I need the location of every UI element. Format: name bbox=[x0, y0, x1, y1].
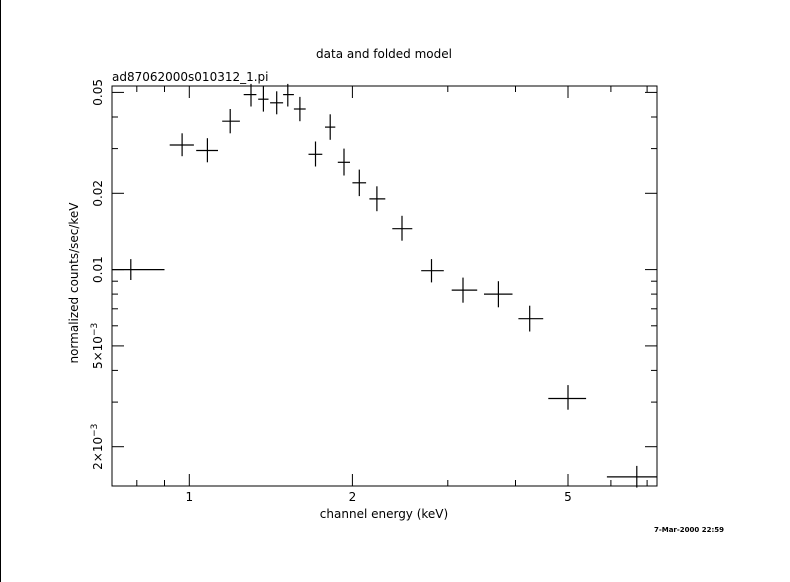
data-point bbox=[222, 109, 240, 134]
data-point bbox=[421, 259, 444, 283]
y-tick-label: 0.01 bbox=[91, 256, 105, 283]
data-point bbox=[352, 169, 367, 197]
data-point bbox=[369, 186, 386, 212]
data-point bbox=[308, 141, 323, 167]
chart-title: data and folded model bbox=[316, 47, 452, 61]
y-tick-label: 0.05 bbox=[91, 79, 105, 106]
y-axis-label: normalized counts/sec/keV bbox=[67, 202, 81, 364]
x-tick-label: 5 bbox=[564, 490, 572, 504]
data-point bbox=[112, 259, 165, 280]
page-left-border bbox=[0, 0, 1, 582]
x-tick-label: 2 bbox=[349, 490, 357, 504]
data-point bbox=[293, 96, 306, 122]
data-point bbox=[451, 277, 478, 303]
y-tick-label: 2×10−3 bbox=[90, 424, 105, 470]
data-point bbox=[243, 83, 257, 107]
y-tick-label: 5×10−3 bbox=[90, 323, 105, 369]
chart-subtitle: ad87062000s010312_1.pi bbox=[112, 70, 269, 84]
y-tick-exponent: −3 bbox=[90, 323, 100, 336]
data-point bbox=[258, 86, 269, 112]
y-tick-exponent: −3 bbox=[90, 424, 100, 437]
plot-frame bbox=[111, 85, 658, 487]
axis-tick-labels: 1 2 5 0.05 0.02 0.01 5×10−3 2×10−3 bbox=[90, 79, 572, 504]
data-points bbox=[112, 83, 657, 488]
data-point bbox=[169, 133, 194, 157]
data-point bbox=[337, 148, 350, 176]
data-point bbox=[283, 83, 294, 107]
data-point bbox=[606, 465, 657, 488]
data-point bbox=[196, 138, 218, 163]
axis-ticks bbox=[112, 86, 657, 486]
y-tick-label: 0.02 bbox=[91, 180, 105, 207]
data-point bbox=[484, 281, 513, 308]
x-tick-label: 1 bbox=[185, 490, 193, 504]
data-point bbox=[548, 385, 587, 410]
data-point bbox=[518, 305, 544, 332]
data-point bbox=[392, 215, 413, 241]
data-point bbox=[325, 114, 336, 140]
plot-timestamp: 7-Mar-2000 22:59 bbox=[654, 526, 724, 534]
data-point bbox=[270, 91, 284, 115]
x-axis-label: channel energy (keV) bbox=[320, 507, 448, 521]
